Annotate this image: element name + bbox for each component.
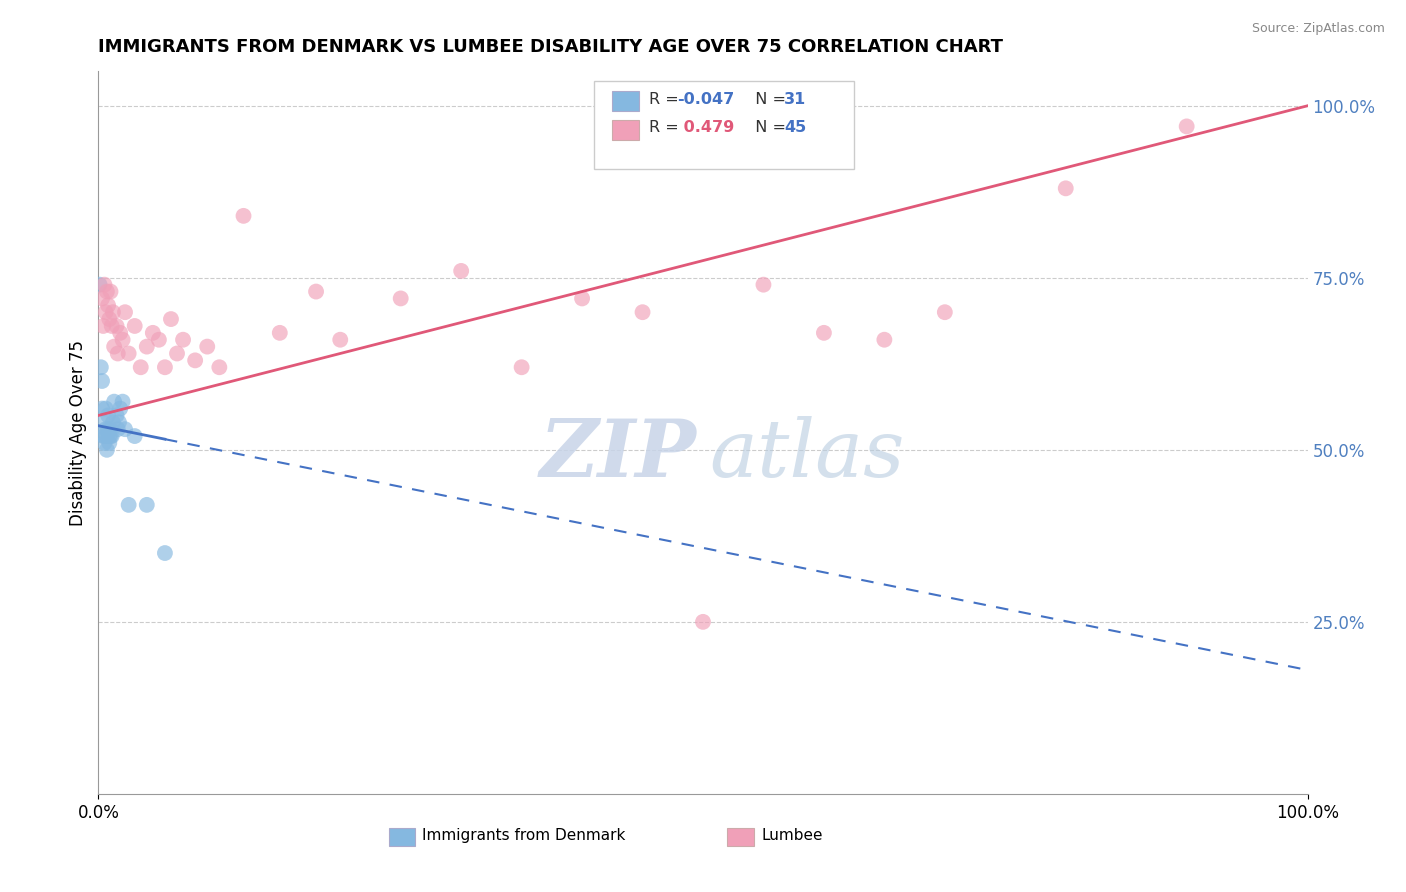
Y-axis label: Disability Age Over 75: Disability Age Over 75 bbox=[69, 340, 87, 525]
Point bbox=[153, 360, 176, 375]
Point bbox=[389, 292, 412, 306]
Point bbox=[98, 312, 121, 326]
Text: N =: N = bbox=[745, 120, 792, 136]
Point bbox=[631, 305, 654, 319]
Text: R =: R = bbox=[648, 92, 683, 106]
Text: 45: 45 bbox=[785, 120, 806, 136]
Point bbox=[269, 326, 291, 340]
Point bbox=[208, 360, 231, 375]
Point bbox=[91, 292, 114, 306]
Point bbox=[153, 546, 176, 560]
Point bbox=[124, 429, 146, 443]
Point bbox=[100, 429, 122, 443]
Point bbox=[124, 318, 146, 333]
Point bbox=[101, 415, 124, 429]
Point bbox=[195, 340, 218, 354]
Point bbox=[103, 340, 125, 354]
Point bbox=[450, 264, 472, 278]
Point bbox=[107, 346, 129, 360]
Point bbox=[96, 285, 118, 299]
FancyBboxPatch shape bbox=[595, 81, 855, 169]
Point bbox=[108, 415, 131, 429]
Point bbox=[100, 285, 122, 299]
Text: Lumbee: Lumbee bbox=[761, 829, 823, 843]
Point bbox=[91, 318, 114, 333]
Point bbox=[118, 498, 141, 512]
Point bbox=[135, 498, 157, 512]
Point bbox=[100, 318, 122, 333]
Point bbox=[105, 409, 128, 423]
Point bbox=[91, 429, 114, 443]
Point bbox=[114, 422, 136, 436]
Text: R =: R = bbox=[648, 120, 683, 136]
Point bbox=[1175, 120, 1198, 134]
Point bbox=[101, 305, 124, 319]
Point bbox=[89, 277, 111, 292]
Point bbox=[142, 326, 165, 340]
Point bbox=[97, 422, 120, 436]
Text: ZIP: ZIP bbox=[540, 416, 697, 493]
Bar bbox=[613, 91, 638, 112]
Point bbox=[107, 422, 129, 436]
Point bbox=[100, 422, 122, 436]
Point bbox=[118, 346, 141, 360]
Point bbox=[94, 401, 117, 416]
Point bbox=[111, 333, 134, 347]
Text: atlas: atlas bbox=[709, 416, 904, 493]
Point bbox=[305, 285, 328, 299]
Point bbox=[129, 360, 152, 375]
Text: -0.047: -0.047 bbox=[678, 92, 735, 106]
Point bbox=[148, 333, 170, 347]
Point bbox=[135, 340, 157, 354]
Point bbox=[111, 394, 134, 409]
Point bbox=[232, 209, 254, 223]
Bar bbox=[613, 120, 638, 140]
Point bbox=[108, 401, 131, 416]
Point bbox=[166, 346, 188, 360]
Point bbox=[93, 277, 115, 292]
Text: Source: ZipAtlas.com: Source: ZipAtlas.com bbox=[1251, 22, 1385, 36]
Bar bbox=[727, 828, 754, 846]
Point bbox=[172, 333, 194, 347]
Point bbox=[93, 429, 115, 443]
Text: IMMIGRANTS FROM DENMARK VS LUMBEE DISABILITY AGE OVER 75 CORRELATION CHART: IMMIGRANTS FROM DENMARK VS LUMBEE DISABI… bbox=[98, 38, 1004, 56]
Point bbox=[184, 353, 207, 368]
Point bbox=[114, 305, 136, 319]
Point bbox=[98, 429, 121, 443]
Point bbox=[93, 436, 115, 450]
Point bbox=[96, 442, 118, 457]
Point bbox=[510, 360, 533, 375]
Point bbox=[329, 333, 352, 347]
Text: Immigrants from Denmark: Immigrants from Denmark bbox=[422, 829, 626, 843]
Point bbox=[94, 305, 117, 319]
Point bbox=[91, 415, 114, 429]
Point bbox=[1054, 181, 1077, 195]
Point bbox=[752, 277, 775, 292]
Bar bbox=[388, 828, 415, 846]
Point bbox=[98, 436, 121, 450]
Point bbox=[105, 318, 128, 333]
Point bbox=[90, 360, 112, 375]
Text: N =: N = bbox=[745, 92, 792, 106]
Point bbox=[91, 401, 114, 416]
Text: 0.479: 0.479 bbox=[678, 120, 734, 136]
Text: 31: 31 bbox=[785, 92, 806, 106]
Point bbox=[108, 326, 131, 340]
Point bbox=[103, 394, 125, 409]
Point bbox=[160, 312, 183, 326]
Point bbox=[571, 292, 593, 306]
Point bbox=[934, 305, 956, 319]
Point bbox=[100, 429, 122, 443]
Point bbox=[873, 333, 896, 347]
Point bbox=[91, 374, 114, 388]
Point bbox=[96, 429, 118, 443]
Point bbox=[94, 422, 117, 436]
Point bbox=[97, 298, 120, 312]
Point bbox=[97, 409, 120, 423]
Point bbox=[692, 615, 714, 629]
Point bbox=[813, 326, 835, 340]
